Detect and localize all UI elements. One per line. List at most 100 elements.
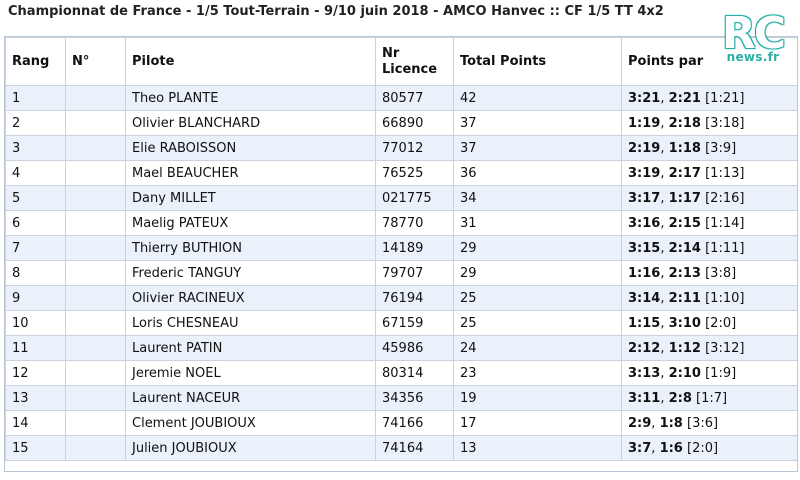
points-value: 1:12	[668, 340, 701, 356]
cell-pilote: Clement JOUBIOUX	[125, 410, 376, 436]
points-value: 3:10	[668, 315, 701, 331]
cell-num	[65, 385, 126, 411]
column-header-licence[interactable]: Nr Licence	[375, 37, 454, 86]
cell-num	[65, 435, 126, 461]
table-row: 11 Laurent PATIN 45986 24 2:12, 1:12 [3:12]	[5, 335, 797, 361]
points-value: 3:19	[628, 165, 661, 181]
column-header-total-points[interactable]: Total Points	[453, 37, 622, 86]
cell-licence: 021775	[375, 185, 454, 211]
column-header-rang[interactable]: Rang	[5, 37, 66, 86]
points-value: 2:15	[668, 215, 701, 231]
cell-points-par: 1:15, 3:10 [2:0]	[621, 310, 797, 336]
cell-rang: 5	[5, 185, 66, 211]
points-value: 2:14	[668, 240, 701, 256]
cell-total-points: 19	[453, 385, 622, 411]
points-value: 1:8	[659, 415, 683, 431]
cell-total-points: 29	[453, 260, 622, 286]
cell-rang: 3	[5, 135, 66, 161]
cell-licence: 76194	[375, 285, 454, 311]
cell-pilote: Jeremie NOEL	[125, 360, 376, 386]
cell-total-points: 37	[453, 135, 622, 161]
column-header-points-par[interactable]: Points par	[621, 37, 797, 86]
points-value: 1:19	[628, 115, 661, 131]
cell-num	[65, 110, 126, 136]
table-row: 13 Laurent NACEUR 34356 19 3:11, 2:8 [1:7]	[5, 385, 797, 411]
points-value: 1:18	[668, 140, 701, 156]
logo-news-text: news.fr	[726, 50, 780, 64]
points-value: 1:21	[710, 90, 740, 106]
points-value: 1:11	[710, 240, 740, 256]
cell-pilote: Laurent PATIN	[125, 335, 376, 361]
points-value: 1:6	[659, 440, 683, 456]
cell-points-par: 1:16, 2:13 [3:8]	[621, 260, 797, 286]
cell-num	[65, 185, 126, 211]
cell-rang: 2	[5, 110, 66, 136]
table-row: 14 Clement JOUBIOUX 74166 17 2:9, 1:8 [3:6]	[5, 410, 797, 436]
points-value: 2:0	[692, 440, 713, 456]
cell-points-par: 3:11, 2:8 [1:7]	[621, 385, 797, 411]
cell-pilote: Thierry BUTHION	[125, 235, 376, 261]
cell-total-points: 24	[453, 335, 622, 361]
cell-num	[65, 135, 126, 161]
cell-licence: 66890	[375, 110, 454, 136]
cell-licence: 79707	[375, 260, 454, 286]
cell-total-points: 17	[453, 410, 622, 436]
cell-pilote: Olivier RACINEUX	[125, 285, 376, 311]
table-row: 15 Julien JOUBIOUX 74164 13 3:7, 1:6 [2:0]	[5, 435, 797, 461]
points-value: 2:10	[668, 365, 701, 381]
cell-rang: 11	[5, 335, 66, 361]
cell-rang: 14	[5, 410, 66, 436]
points-value: 3:16	[628, 215, 661, 231]
column-header-num[interactable]: N°	[65, 37, 126, 86]
points-value: 3:18	[710, 115, 740, 131]
cell-licence: 74166	[375, 410, 454, 436]
points-value: 3:14	[628, 290, 661, 306]
cell-points-par: 1:19, 2:18 [3:18]	[621, 110, 797, 136]
cell-num	[65, 310, 126, 336]
points-value: 2:21	[668, 90, 701, 106]
cell-points-par: 3:13, 2:10 [1:9]	[621, 360, 797, 386]
points-value: 1:15	[628, 315, 661, 331]
table-row: 6 Maelig PATEUX 78770 31 3:16, 2:15 [1:14]	[5, 210, 797, 236]
cell-rang: 7	[5, 235, 66, 261]
points-value: 3:8	[710, 265, 732, 281]
points-value: 1:14	[710, 215, 740, 231]
cell-licence: 14189	[375, 235, 454, 261]
cell-points-par: 2:9, 1:8 [3:6]	[621, 410, 797, 436]
cell-pilote: Julien JOUBIOUX	[125, 435, 376, 461]
table-row: 5 Dany MILLET 021775 34 3:17, 1:17 [2:16]	[5, 185, 797, 211]
cell-rang: 4	[5, 160, 66, 186]
cell-num	[65, 235, 126, 261]
table-row: 1 Theo PLANTE 80577 42 3:21, 2:21 [1:21]	[5, 85, 797, 111]
cell-points-par: 2:12, 1:12 [3:12]	[621, 335, 797, 361]
points-value: 1:13	[710, 165, 740, 181]
cell-num	[65, 335, 126, 361]
cell-total-points: 31	[453, 210, 622, 236]
table-header-row: Rang N° Pilote Nr Licence Total Points P…	[5, 37, 797, 86]
cell-rang: 10	[5, 310, 66, 336]
points-value: 1:17	[668, 190, 701, 206]
cell-total-points: 23	[453, 360, 622, 386]
cell-rang: 13	[5, 385, 66, 411]
cell-total-points: 36	[453, 160, 622, 186]
cell-points-par: 3:16, 2:15 [1:14]	[621, 210, 797, 236]
cell-pilote: Olivier BLANCHARD	[125, 110, 376, 136]
points-value: 3:7	[628, 440, 652, 456]
cell-licence: 80577	[375, 85, 454, 111]
cell-pilote: Dany MILLET	[125, 185, 376, 211]
cell-total-points: 42	[453, 85, 622, 111]
cell-licence: 74164	[375, 435, 454, 461]
column-header-pilote[interactable]: Pilote	[125, 37, 376, 86]
points-value: 2:8	[668, 390, 692, 406]
cell-total-points: 25	[453, 285, 622, 311]
points-value: 3:11	[628, 390, 661, 406]
cell-num	[65, 410, 126, 436]
points-value: 2:18	[668, 115, 701, 131]
results-table-container: Rang N° Pilote Nr Licence Total Points P…	[4, 36, 798, 472]
cell-pilote: Laurent NACEUR	[125, 385, 376, 411]
cell-pilote: Mael BEAUCHER	[125, 160, 376, 186]
cell-num	[65, 160, 126, 186]
cell-total-points: 29	[453, 235, 622, 261]
cell-licence: 78770	[375, 210, 454, 236]
cell-rang: 6	[5, 210, 66, 236]
